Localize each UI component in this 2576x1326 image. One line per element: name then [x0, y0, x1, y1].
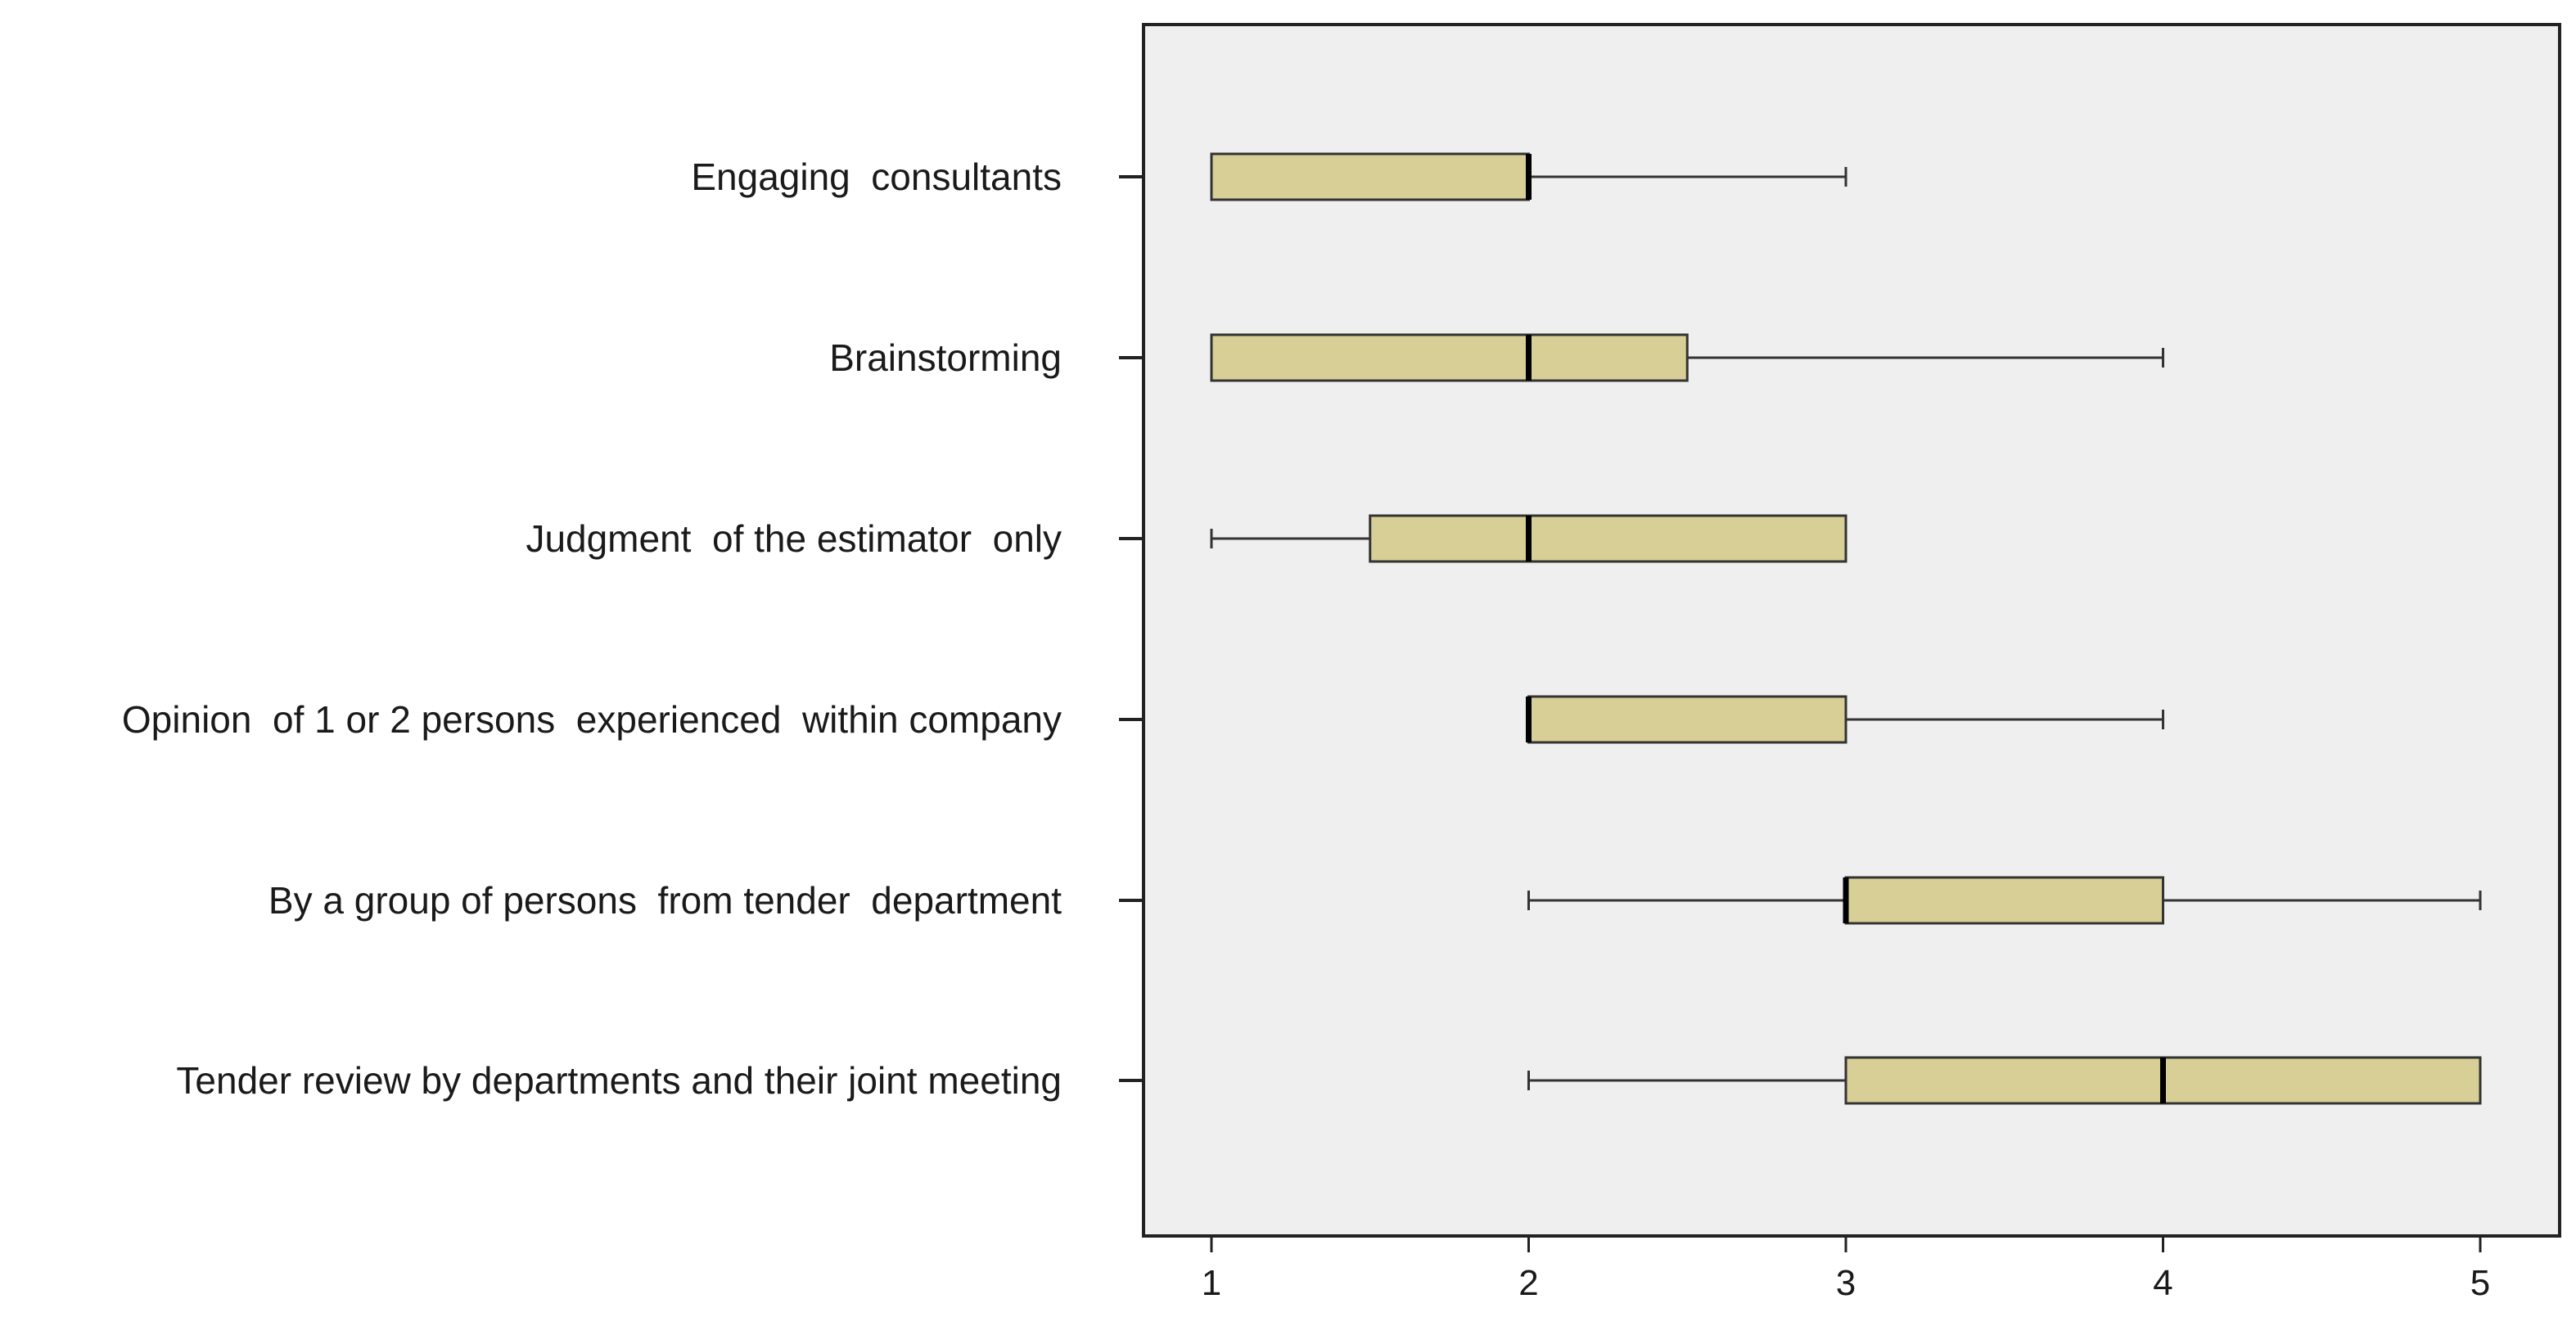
box-group	[1210, 152, 1847, 201]
category-label: Opinion of 1 or 2 persons experienced wi…	[122, 698, 1062, 741]
box-group	[1527, 876, 2482, 925]
iqr-box	[1210, 152, 1530, 201]
box-group	[1210, 333, 2164, 382]
x-tick-label: 3	[1836, 1263, 1856, 1303]
category-label: Tender review by departments and their j…	[176, 1059, 1062, 1102]
box-group	[1526, 695, 2164, 744]
iqr-box	[1210, 333, 1689, 382]
box-series	[1210, 152, 2482, 1105]
box-group	[1527, 1056, 2482, 1105]
x-tick-label: 2	[1518, 1263, 1538, 1303]
x-tick-label: 5	[2470, 1263, 2490, 1303]
category-label: By a group of persons from tender depart…	[268, 879, 1062, 922]
iqr-box	[1527, 695, 1847, 744]
x-axis: 1 2 3 4 5	[1202, 1236, 2490, 1303]
category-label: Engaging consultants	[691, 156, 1062, 198]
plot-area	[1142, 23, 2561, 1238]
x-tick-label: 1	[1202, 1263, 1221, 1303]
box-group	[1210, 514, 1847, 563]
category-label: Judgment of the estimator only	[526, 517, 1062, 560]
category-label: Brainstorming	[829, 336, 1062, 379]
iqr-box	[1844, 876, 2164, 925]
y-axis: Engaging consultants Brainstorming Judgmen…	[122, 156, 1144, 1102]
x-tick-label: 4	[2153, 1263, 2172, 1303]
iqr-box	[1369, 514, 1847, 563]
